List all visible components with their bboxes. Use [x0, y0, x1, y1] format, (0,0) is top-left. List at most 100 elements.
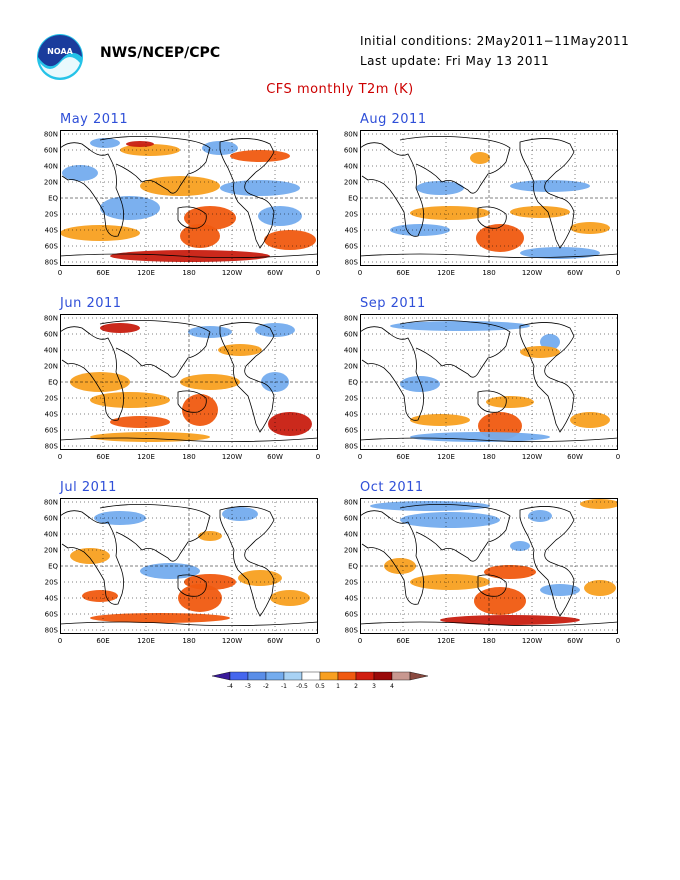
- coastline: [477, 574, 507, 597]
- lat-tick-label: EQ: [348, 563, 358, 571]
- lat-tick-label: 40N: [44, 163, 58, 171]
- lat-tick-label: 40N: [344, 163, 358, 171]
- lat-tick-label: 60N: [44, 515, 58, 523]
- lon-tick-label: 60W: [567, 637, 583, 645]
- anomaly-region: [520, 346, 560, 358]
- lon-tick-label: 60E: [96, 637, 109, 645]
- coastline: [60, 253, 318, 258]
- lat-tick-label: 20N: [344, 179, 358, 187]
- anomaly-region: [540, 584, 580, 596]
- anomaly-region: [238, 570, 282, 586]
- map-frame: [360, 314, 618, 450]
- lon-tick-label: 0: [316, 637, 320, 645]
- lat-tick-label: 60N: [344, 515, 358, 523]
- coastline: [177, 390, 207, 413]
- coastline: [60, 437, 318, 442]
- lon-tick-label: 60E: [396, 453, 409, 461]
- anomaly-region: [82, 590, 118, 602]
- coastline: [177, 206, 207, 229]
- map-frame: [360, 130, 618, 266]
- colorbar: -4 -3 -2 -1 -0.5 0.5 1 2 3 4: [211, 671, 429, 690]
- colorbar-swatch: [211, 671, 231, 681]
- colorbar-tick-label: 0.5: [315, 683, 325, 690]
- anomaly-region: [470, 152, 490, 164]
- anomaly-region: [90, 392, 170, 408]
- colorbar-swatch: [283, 671, 303, 681]
- lon-tick-label: 180: [182, 269, 195, 277]
- map-frame: [60, 130, 318, 266]
- lon-tick-label: 120E: [437, 453, 455, 461]
- lat-tick-label: 20N: [44, 179, 58, 187]
- anomaly-region: [230, 150, 290, 162]
- panel-may: May 2011 80N 60N 40N 20N EQ 20S 40S 60S 80S 0 60E 1…: [44, 112, 360, 277]
- initial-conditions: Initial conditions: 2May2011−11May2011: [360, 34, 630, 48]
- lat-tick-label: 40N: [344, 531, 358, 539]
- lon-tick-label: 180: [182, 453, 195, 461]
- coastline: [399, 504, 511, 562]
- lon-tick-label: 0: [316, 453, 320, 461]
- lon-tick-label: 60W: [567, 269, 583, 277]
- colorbar-swatch: [391, 671, 411, 681]
- anomaly-region: [510, 206, 570, 218]
- lat-tick-label: 20S: [345, 211, 359, 219]
- anomaly-region: [268, 412, 312, 436]
- anomaly-region: [400, 376, 440, 392]
- lat-tick-label: 20N: [344, 547, 358, 555]
- anomaly-region: [264, 230, 316, 250]
- lat-tick-label: 60N: [344, 147, 358, 155]
- lon-tick-label: 120W: [222, 453, 242, 461]
- anomaly-region: [400, 512, 500, 528]
- panel-title: Jun 2011: [60, 296, 122, 311]
- colorbar-swatch: [373, 671, 393, 681]
- anomaly-region: [100, 323, 140, 333]
- colorbar-tick-label: -4: [227, 683, 233, 690]
- lat-tick-label: EQ: [348, 195, 358, 203]
- figure-title: CFS monthly T2m (K): [266, 82, 414, 97]
- anomaly-region: [486, 396, 534, 408]
- coastline: [519, 322, 575, 433]
- lon-tick-label: 0: [58, 453, 62, 461]
- colorbar-tick-label: -2: [263, 683, 269, 690]
- colorbar-tick-label: 4: [390, 683, 394, 690]
- lat-tick-label: 20S: [45, 395, 59, 403]
- lon-tick-label: 120W: [522, 453, 542, 461]
- lat-tick-label: 60N: [44, 331, 58, 339]
- coastline: [360, 326, 424, 421]
- lon-tick-label: 120E: [437, 269, 455, 277]
- coastline: [519, 506, 575, 617]
- lon-tick-label: 0: [358, 453, 362, 461]
- lat-tick-label: 60S: [45, 243, 59, 251]
- coastline: [60, 326, 124, 421]
- colorbar-swatch: [265, 671, 285, 681]
- lon-tick-label: 120E: [437, 637, 455, 645]
- map-oct: 80N 60N 40N 20N EQ 20S 40S 60S 80S 0 60E 120E 180 120…: [344, 498, 620, 645]
- lat-tick-label: 20S: [345, 579, 359, 587]
- anomaly-region: [184, 206, 236, 230]
- anomaly-region: [120, 144, 180, 156]
- map-sep: 80N 60N 40N 20N EQ 20S 40S 60S 80S 0 60E 120E 180 120…: [344, 314, 620, 461]
- anomaly-region: [510, 180, 590, 192]
- lon-tick-label: 60E: [396, 269, 409, 277]
- anomaly-region: [580, 499, 618, 509]
- coastline: [360, 621, 618, 626]
- anomaly-region: [258, 206, 302, 226]
- anomaly-region: [70, 548, 110, 564]
- noaa-logo-icon: NOAA: [37, 34, 83, 80]
- coastline: [477, 390, 507, 413]
- lon-tick-label: 60W: [267, 637, 283, 645]
- lon-tick-label: 0: [616, 453, 620, 461]
- lat-tick-label: EQ: [48, 195, 58, 203]
- lat-tick-label: EQ: [348, 379, 358, 387]
- lat-tick-label: 40S: [345, 227, 359, 235]
- anomaly-region: [126, 141, 154, 147]
- lat-tick-label: 20S: [45, 211, 59, 219]
- colorbar-swatch: [319, 671, 339, 681]
- lon-tick-label: 120E: [137, 453, 155, 461]
- anomaly-region: [410, 206, 490, 220]
- colorbar-tick-label: -1: [281, 683, 287, 690]
- lat-tick-label: 40S: [345, 595, 359, 603]
- lat-tick-label: 80S: [345, 259, 359, 267]
- panel-oct: Oct 2011 80N 60N 40N 20N EQ 20S 40S 60S 80S 0 60E 1…: [344, 480, 660, 645]
- lat-tick-label: 60S: [345, 427, 359, 435]
- coastline: [360, 142, 424, 237]
